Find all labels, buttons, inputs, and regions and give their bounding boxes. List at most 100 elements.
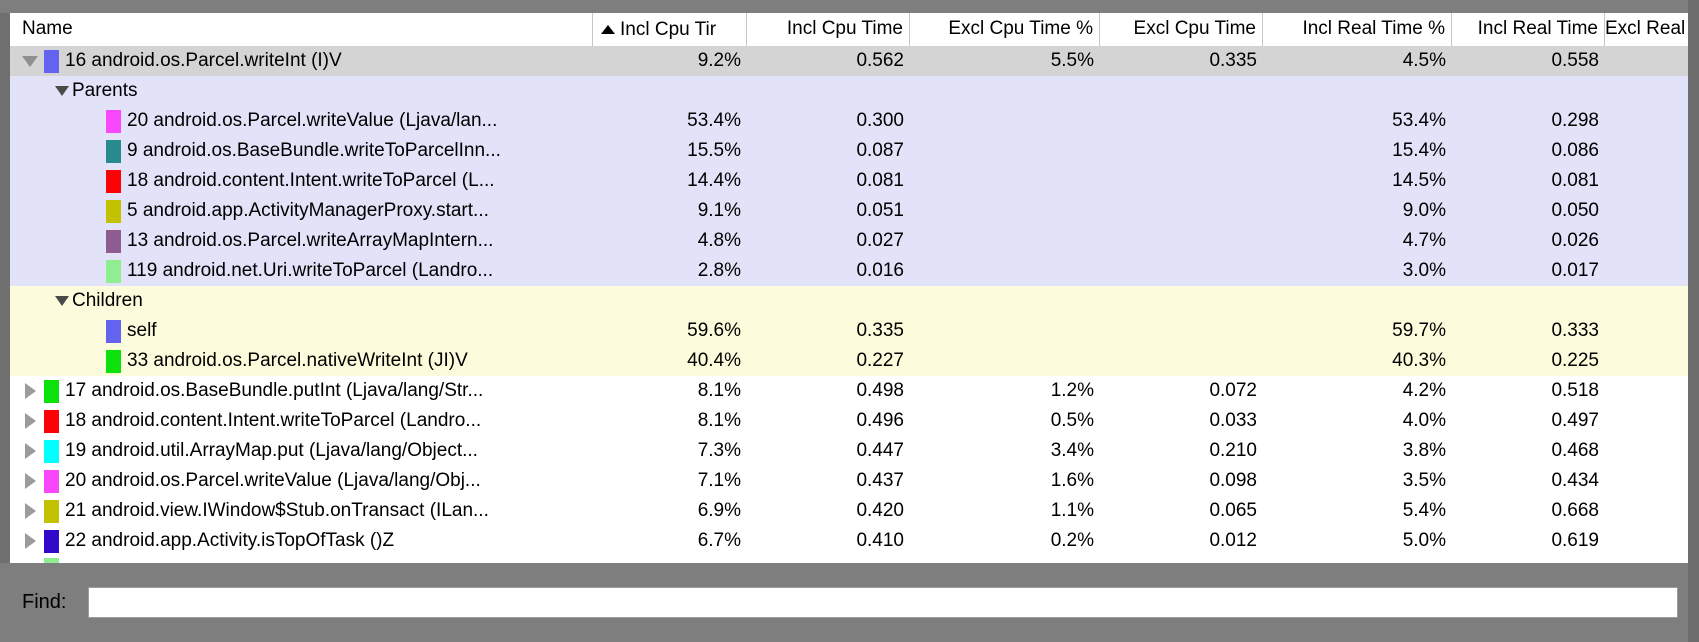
metric-cell: 4.7% [1402, 230, 1446, 251]
metric-cell: 3.5% [1402, 470, 1446, 491]
method-row[interactable]: self 59.6% 0.335 59.7% 0.333 [10, 316, 1688, 346]
method-name: 21 android.view.IWindow$Stub.onTransact … [65, 500, 489, 521]
metric-cell: 5.5% [1050, 50, 1094, 71]
metric-cell [1605, 76, 1688, 106]
triangle-glyph [25, 503, 36, 519]
method-name: 119 android.net.Uri.writeToParcel (Landr… [127, 260, 494, 281]
metric-cell: 0.298 [1551, 110, 1599, 131]
method-row[interactable]: 16 android.os.Parcel.writeInt (I)V 9.2% 0.… [10, 46, 1688, 76]
window-frame-left [0, 13, 10, 563]
metric-cell [910, 556, 1100, 563]
column-header-label: Excl Real [1605, 18, 1686, 39]
metric-cell: 0.026 [1551, 230, 1599, 251]
metric-cell [1100, 136, 1263, 166]
metric-cell [1605, 376, 1688, 406]
name-cell: 20 android.os.Parcel.writeValue (Ljava/l… [10, 106, 593, 136]
name-cell: 19 android.util.ArrayMap.put (Ljava/lang… [10, 436, 593, 466]
metric-cell [1605, 46, 1688, 76]
method-row[interactable]: 9 android.os.BaseBundle.writeToParcelInn… [10, 136, 1688, 166]
metric-cell [1605, 556, 1688, 563]
name-cell: self [10, 316, 593, 346]
metric-cell: 4.8% [697, 230, 741, 251]
disclosure-collapsed-icon[interactable] [22, 443, 44, 459]
method-row[interactable]: 18 android.content.Intent.writeToParcel … [10, 406, 1688, 436]
metric-cell: 0.210 [1209, 440, 1257, 461]
name-cell: 21 android.view.IWindow$Stub.onTransact … [10, 496, 593, 526]
method-name: 13 android.os.Parcel.writeArrayMapIntern… [127, 230, 494, 251]
method-row[interactable]: 20 android.os.Parcel.writeValue (Ljava/l… [10, 106, 1688, 136]
name-cell: 18 android.content.Intent.writeToParcel … [10, 406, 593, 436]
method-color-icon [106, 259, 121, 283]
column-header-excl-real[interactable]: Excl Real [1605, 13, 1688, 46]
method-row[interactable]: 18 android.content.Intent.writeToParcel … [10, 166, 1688, 196]
find-label: Find: [22, 591, 67, 613]
column-header-excl-cpu-time-[interactable]: Excl Cpu Time % [910, 13, 1100, 46]
column-header-name[interactable]: Name [10, 13, 593, 46]
disclosure-collapsed-icon[interactable] [22, 503, 44, 519]
method-row[interactable]: 17 android.os.BaseBundle.putInt (Ljava/l… [10, 376, 1688, 406]
metric-cell: 0.072 [1209, 380, 1257, 401]
column-header-label: Incl Real Time % [1302, 18, 1445, 39]
metric-cell: 0.434 [1551, 470, 1599, 491]
disclosure-collapsed-icon[interactable] [22, 473, 44, 489]
metric-cell: 4.0% [1402, 410, 1446, 431]
find-input[interactable] [88, 587, 1678, 618]
metric-cell: 14.4% [687, 170, 741, 191]
method-row[interactable]: 13 android.os.Parcel.writeArrayMapIntern… [10, 226, 1688, 256]
disclosure-collapsed-icon[interactable] [22, 383, 44, 399]
window-frame-right [1688, 0, 1699, 642]
metric-cell: 0.027 [856, 230, 904, 251]
metric-cell: 0.562 [856, 50, 904, 71]
name-cell: Children [10, 286, 593, 316]
disclosure-collapsed-icon[interactable] [22, 533, 44, 549]
method-row[interactable]: 22 android.app.Activity.isTopOfTask ()Z 6… [10, 526, 1688, 556]
metric-cell: 0.016 [856, 260, 904, 281]
metric-cell [1605, 226, 1688, 256]
method-row[interactable]: 20 android.os.Parcel.writeValue (Ljava/l… [10, 466, 1688, 496]
method-row[interactable]: 33 android.os.Parcel.nativeWriteInt (JI)… [10, 346, 1688, 376]
column-header-incl-real-time[interactable]: Incl Real Time [1452, 13, 1605, 46]
metric-cell [910, 256, 1100, 286]
disclosure-expanded-icon[interactable] [22, 55, 44, 67]
method-color-icon [106, 349, 121, 373]
metric-cell [910, 226, 1100, 256]
triangle-glyph [25, 413, 36, 429]
section-row[interactable]: Parents [10, 76, 1688, 106]
section-row[interactable]: Children [10, 286, 1688, 316]
metric-cell: 0.619 [1551, 530, 1599, 551]
method-name: 33 android.os.Parcel.nativeWriteInt (JI)… [127, 350, 468, 371]
metric-cell [1605, 496, 1688, 526]
column-header-incl-real-time-[interactable]: Incl Real Time % [1263, 13, 1452, 46]
column-header-excl-cpu-time[interactable]: Excl Cpu Time [1100, 13, 1263, 46]
method-row[interactable]: 5 android.app.ActivityManagerProxy.start… [10, 196, 1688, 226]
metric-cell: 2.8% [697, 260, 741, 281]
method-row[interactable]: 21 android.view.IWindow$Stub.onTransact … [10, 496, 1688, 526]
method-color-icon [44, 439, 59, 463]
metric-cell [1263, 76, 1452, 106]
method-row[interactable]: 19 android.util.ArrayMap.put (Ljava/lang… [10, 436, 1688, 466]
method-name: 20 android.os.Parcel.writeValue (Ljava/l… [65, 470, 481, 491]
disclosure-expanded-icon[interactable] [55, 86, 69, 96]
triangle-glyph [22, 55, 38, 67]
metric-cell: 53.4% [687, 110, 741, 131]
metric-cell: 59.6% [687, 320, 741, 341]
triangle-glyph [25, 443, 36, 459]
metric-cell [1605, 196, 1688, 226]
method-row[interactable]: 119 android.net.Uri.writeToParcel (Landr… [10, 256, 1688, 286]
disclosure-expanded-icon[interactable] [55, 296, 69, 306]
metric-cell: 8.1% [697, 380, 741, 401]
column-header-incl-cpu-time[interactable]: Incl Cpu Time [747, 13, 910, 46]
metric-cell: 0.5% [1050, 410, 1094, 431]
metric-cell: 0.558 [1551, 50, 1599, 71]
metric-cell [910, 286, 1100, 316]
name-cell [10, 556, 593, 563]
column-header-label: Incl Cpu Time [786, 18, 903, 39]
metric-cell [593, 76, 747, 106]
disclosure-collapsed-icon[interactable] [22, 413, 44, 429]
method-color-icon [106, 199, 121, 223]
metric-cell [1100, 226, 1263, 256]
metric-cell: 0.335 [856, 320, 904, 341]
metric-cell: 0.518 [1551, 380, 1599, 401]
metric-cell: 0.468 [1551, 440, 1599, 461]
column-header-incl-cpu-tir[interactable]: Incl Cpu Tir [593, 13, 747, 46]
